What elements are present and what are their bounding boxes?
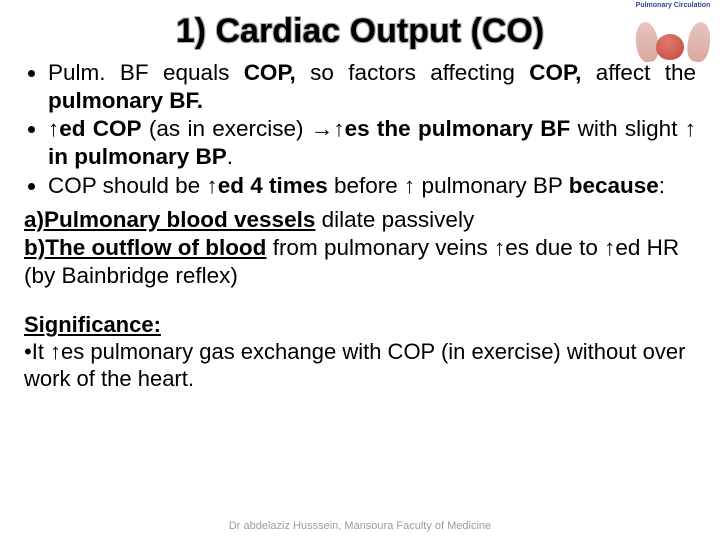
heart-shape xyxy=(656,34,684,60)
significance-block: Significance: •It ↑es pulmonary gas exch… xyxy=(24,312,696,392)
slide-title: 1) Cardiac Output (CO) xyxy=(0,0,720,59)
pulmonary-circulation-diagram: Pulmonary Circulation xyxy=(630,4,716,74)
significance-line: •It ↑es pulmonary gas exchange with COP … xyxy=(24,339,696,393)
sub-a: a)Pulmonary blood vessels dilate passive… xyxy=(24,206,696,234)
significance-heading: Significance: xyxy=(24,312,696,339)
slide-content: Pulm. BF equals COP, so factors affectin… xyxy=(0,59,720,392)
bullet-list: Pulm. BF equals COP, so factors affectin… xyxy=(24,59,696,200)
footer-credit: Dr abdelaziz Husssein, Mansoura Faculty … xyxy=(0,520,720,532)
lung-right-shape xyxy=(685,21,712,64)
bullet-3: COP should be ↑ed 4 times before ↑ pulmo… xyxy=(48,172,696,200)
sub-b: b)The outflow of blood from pulmonary ve… xyxy=(24,234,696,290)
diagram-caption: Pulmonary Circulation xyxy=(630,2,716,9)
bullet-2: ↑ed COP (as in exercise) →↑es the pulmon… xyxy=(48,115,696,171)
sub-points: a)Pulmonary blood vessels dilate passive… xyxy=(24,206,696,290)
bullet-1: Pulm. BF equals COP, so factors affectin… xyxy=(48,59,696,115)
